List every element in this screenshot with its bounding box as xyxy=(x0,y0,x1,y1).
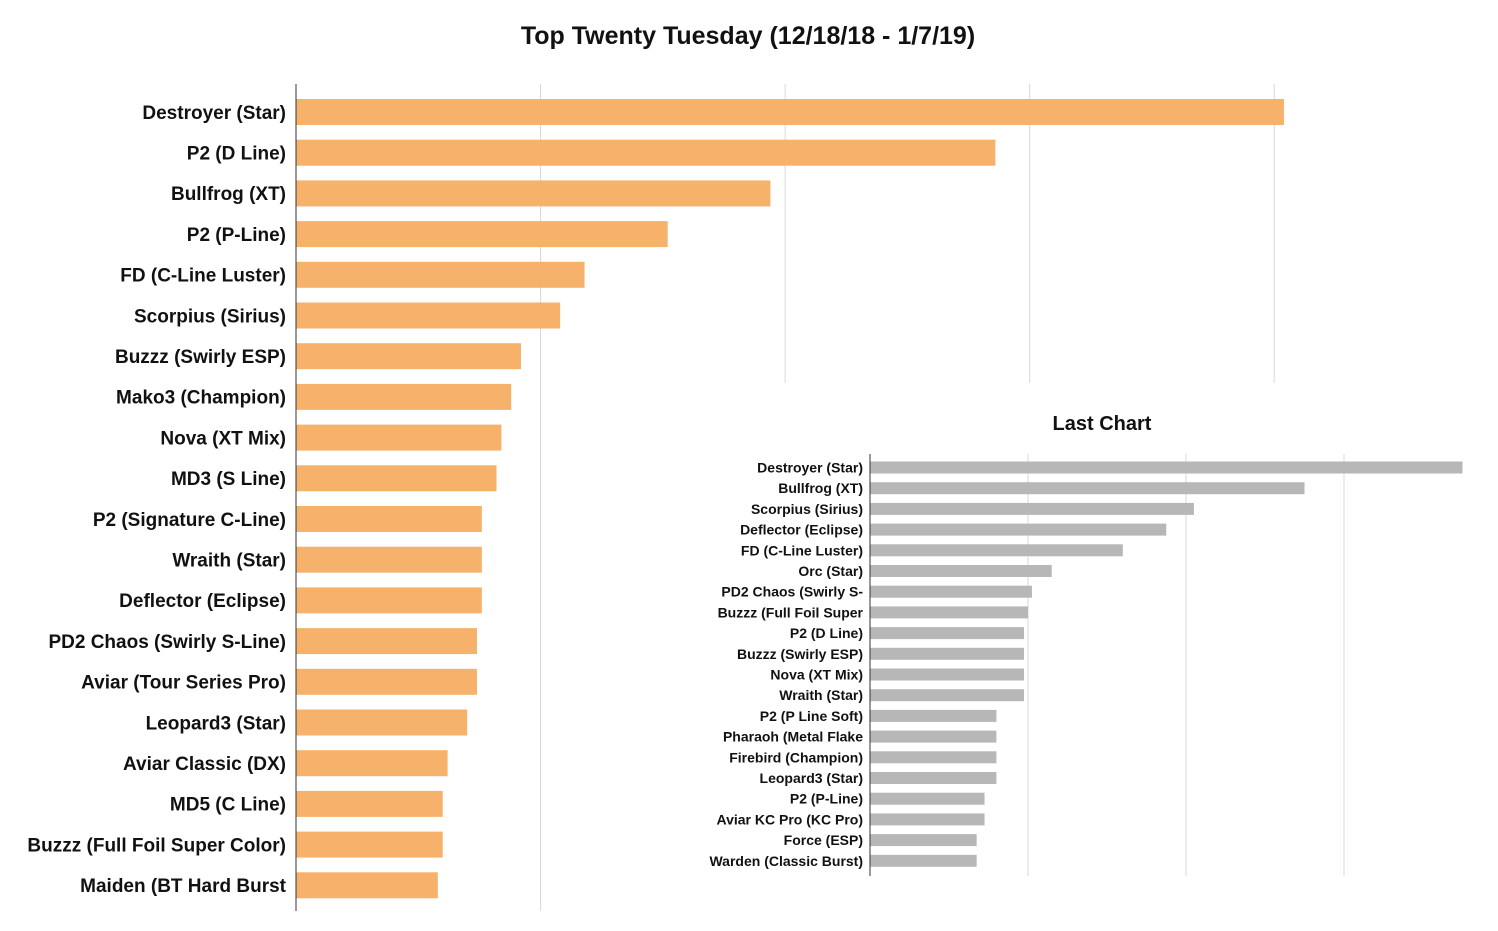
main-bar xyxy=(296,139,996,166)
inset-category-label: P2 (D Line) xyxy=(790,625,863,641)
inset-category-label: Scorpius (Sirius) xyxy=(751,501,863,517)
inset-bar xyxy=(870,565,1052,577)
main-category-label: Aviar Classic (DX) xyxy=(123,754,286,775)
inset-category-label: P2 (P-Line) xyxy=(790,791,863,807)
inset-category-label: Leopard3 (Star) xyxy=(760,770,863,786)
inset-category-label: Buzzz (Full Foil Super xyxy=(718,604,864,620)
inset-category-label: Aviar KC Pro (KC Pro) xyxy=(716,811,863,827)
inset-bar xyxy=(870,813,985,826)
main-category-label: PD2 Chaos (Swirly S-Line) xyxy=(48,632,286,653)
inset-category-label: Pharaoh (Metal Flake xyxy=(723,729,863,745)
main-bar xyxy=(296,831,443,858)
inset-bar xyxy=(870,730,997,743)
main-category-label: Aviar (Tour Series Pro) xyxy=(81,673,286,694)
main-category-label: Leopard3 (Star) xyxy=(146,713,286,734)
main-chart-category-labels: Destroyer (Star) P2 (D Line) Bullfrog (XT)… xyxy=(27,103,286,897)
inset-bar xyxy=(870,689,1025,702)
inset-category-label: Wraith (Star) xyxy=(779,687,863,703)
main-bar xyxy=(296,383,512,410)
main-bar xyxy=(296,424,502,451)
main-bar xyxy=(296,506,482,532)
main-category-label: Buzzz (Swirly ESP) xyxy=(115,347,286,368)
main-chart-gridlines xyxy=(540,84,1275,911)
inset-bar xyxy=(870,585,1032,598)
inset-category-label: Firebird (Champion) xyxy=(729,749,863,765)
main-bar xyxy=(296,343,521,370)
main-bar xyxy=(296,587,482,614)
main-category-label: Mako3 (Champion) xyxy=(116,388,286,409)
inset-category-label: Deflector (Eclipse) xyxy=(740,522,863,538)
inset-bar xyxy=(870,668,1025,681)
inset-bar xyxy=(870,792,985,805)
main-bar xyxy=(296,872,438,899)
main-bar xyxy=(296,709,468,736)
inset-bar xyxy=(870,627,1025,640)
inset-chart-bars xyxy=(870,461,1463,867)
main-category-label: P2 (Signature C-Line) xyxy=(93,510,286,531)
inset-bar xyxy=(870,751,997,764)
main-category-label: MD3 (S Line) xyxy=(171,469,286,490)
main-category-label: FD (C-Line Luster) xyxy=(120,266,286,287)
inset-bar xyxy=(870,523,1167,536)
inset-category-label: FD (C-Line Luster) xyxy=(741,542,863,558)
main-category-label: Scorpius (Sirius) xyxy=(134,306,286,327)
inset-bar xyxy=(870,834,977,847)
main-chart-bars xyxy=(296,99,1284,899)
main-category-label: Destroyer (Star) xyxy=(142,103,286,124)
main-category-label: P2 (D Line) xyxy=(187,144,286,165)
inset-chart-category-labels: Destroyer (Star) Bullfrog (XT) Scorpius (S… xyxy=(709,460,863,869)
main-category-label: Deflector (Eclipse) xyxy=(119,591,286,612)
inset-category-label: Bullfrog (XT) xyxy=(778,480,863,496)
main-bar xyxy=(296,180,771,207)
inset-category-label: Destroyer (Star) xyxy=(757,460,863,476)
inset-bar xyxy=(870,854,977,867)
main-category-label: Bullfrog (XT) xyxy=(171,184,286,205)
inset-chart-gridlines xyxy=(1027,454,1345,876)
main-category-label: P2 (P-Line) xyxy=(187,225,286,246)
main-bar xyxy=(296,668,477,695)
inset-category-label: PD2 Chaos (Swirly S- xyxy=(721,584,863,600)
main-category-label: Nova (XT Mix) xyxy=(160,428,286,449)
inset-bar xyxy=(870,461,1463,474)
main-bar xyxy=(296,628,477,655)
main-bar xyxy=(296,790,443,817)
main-bar xyxy=(296,750,448,777)
inset-bar xyxy=(870,647,1025,660)
inset-category-label: Warden (Classic Burst) xyxy=(709,853,863,869)
inset-bar xyxy=(870,606,1028,619)
main-bar xyxy=(296,221,668,248)
main-category-label: MD5 (C Line) xyxy=(170,795,286,816)
inset-category-label: P2 (P Line Soft) xyxy=(760,708,863,724)
inset-bar xyxy=(870,772,997,784)
inset-category-label: Orc (Star) xyxy=(798,563,863,579)
inset-chart-title: Last Chart xyxy=(1053,413,1152,435)
main-bar xyxy=(296,302,561,329)
main-category-label: Maiden (BT Hard Burst xyxy=(80,876,287,897)
inset-category-label: Force (ESP) xyxy=(784,832,863,848)
inset-bar xyxy=(870,482,1305,495)
main-bar xyxy=(296,546,482,573)
main-category-label: Wraith (Star) xyxy=(172,551,286,572)
main-chart-title: Top Twenty Tuesday (12/18/18 - 1/7/19) xyxy=(521,22,975,50)
inset-category-label: Nova (XT Mix) xyxy=(770,667,863,683)
inset-bar xyxy=(870,544,1123,557)
main-bar xyxy=(296,99,1284,125)
main-category-label: Buzzz (Full Foil Super Color) xyxy=(27,835,286,856)
inset-category-label: Buzzz (Swirly ESP) xyxy=(737,646,863,662)
inset-bar xyxy=(870,502,1194,515)
inset-bar xyxy=(870,709,997,722)
main-bar xyxy=(296,261,585,288)
main-bar xyxy=(296,465,497,492)
